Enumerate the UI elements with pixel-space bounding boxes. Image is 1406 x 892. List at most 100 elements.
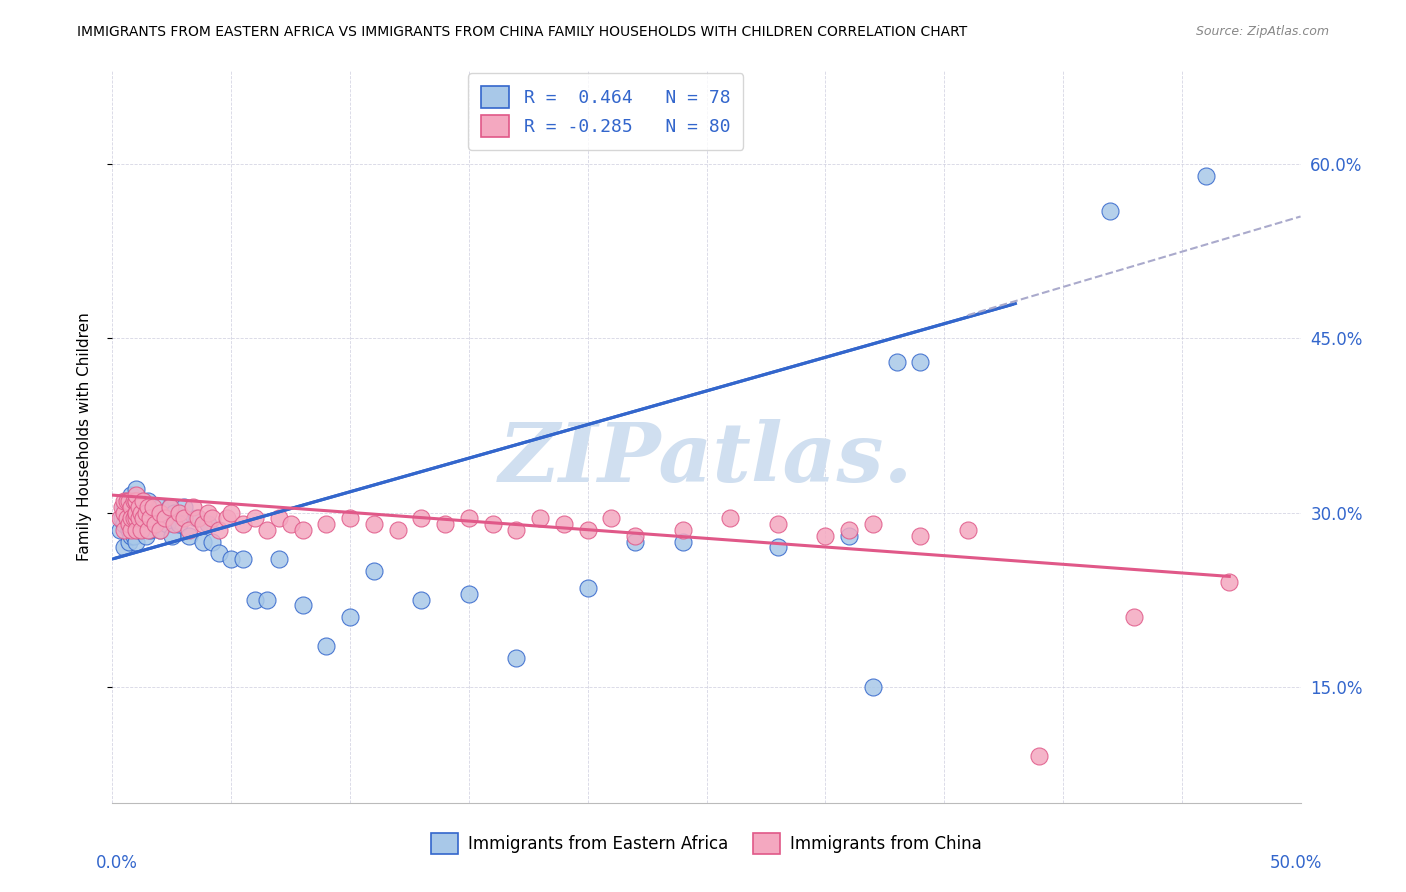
Point [125, 483, 148, 497]
Point [181, 500, 204, 514]
Point [125, 506, 148, 520]
Point [125, 506, 148, 520]
Point [122, 506, 145, 520]
Point [132, 494, 155, 508]
Point [529, 511, 551, 525]
Point [160, 529, 183, 543]
Point [125, 500, 148, 514]
Point [129, 517, 152, 532]
Text: IMMIGRANTS FROM EASTERN AFRICA VS IMMIGRANTS FROM CHINA FAMILY HOUSEHOLDS WITH C: IMMIGRANTS FROM EASTERN AFRICA VS IMMIGR… [77, 25, 967, 39]
Point [576, 523, 599, 537]
Point [838, 529, 860, 543]
Point [125, 523, 148, 537]
Point [505, 650, 527, 665]
Point [243, 592, 266, 607]
Point [411, 511, 433, 525]
Point [208, 523, 231, 537]
Text: 50.0%: 50.0% [1270, 854, 1322, 871]
Point [256, 523, 278, 537]
Point [163, 517, 186, 532]
Point [112, 541, 135, 555]
Point [159, 500, 181, 514]
Point [121, 529, 143, 543]
Point [149, 506, 172, 520]
Point [280, 517, 302, 532]
Point [291, 523, 314, 537]
Point [219, 552, 243, 566]
Point [197, 517, 219, 532]
Point [142, 500, 165, 514]
Point [122, 494, 145, 508]
Point [139, 511, 162, 525]
Point [121, 500, 143, 514]
Point [191, 517, 214, 532]
Point [215, 511, 238, 525]
Point [125, 494, 148, 508]
Point [136, 494, 159, 508]
Point [600, 511, 623, 525]
Point [125, 511, 148, 525]
Point [125, 511, 148, 525]
Point [118, 534, 141, 549]
Point [125, 523, 148, 537]
Point [1194, 169, 1216, 183]
Point [159, 500, 181, 514]
Point [153, 511, 176, 525]
Point [128, 500, 150, 514]
Point [267, 552, 290, 566]
Point [142, 506, 165, 520]
Point [125, 488, 148, 502]
Text: ZIPatlas.: ZIPatlas. [499, 419, 914, 499]
Point [315, 639, 337, 653]
Point [118, 517, 141, 532]
Point [232, 517, 254, 532]
Point [1218, 575, 1240, 590]
Point [112, 500, 135, 514]
Point [115, 494, 138, 508]
Point [458, 511, 481, 525]
Point [886, 354, 908, 368]
Point [112, 517, 135, 532]
Point [139, 523, 162, 537]
Point [136, 500, 159, 514]
Point [167, 517, 190, 532]
Point [149, 523, 172, 537]
Point [624, 534, 647, 549]
Point [135, 500, 157, 514]
Point [122, 494, 145, 508]
Point [339, 511, 361, 525]
Point [111, 511, 134, 525]
Point [149, 523, 172, 537]
Point [129, 523, 152, 537]
Point [576, 581, 599, 595]
Text: Source: ZipAtlas.com: Source: ZipAtlas.com [1195, 25, 1329, 38]
Text: 0.0%: 0.0% [96, 854, 138, 871]
Point [814, 529, 837, 543]
Point [339, 610, 361, 624]
Point [481, 517, 503, 532]
Point [136, 511, 159, 525]
Point [267, 511, 290, 525]
Point [219, 506, 243, 520]
Legend: Immigrants from Eastern Africa, Immigrants from China: Immigrants from Eastern Africa, Immigran… [425, 827, 988, 860]
Point [153, 511, 176, 525]
Point [208, 546, 231, 560]
Point [1099, 203, 1122, 218]
Point [201, 534, 224, 549]
Point [121, 511, 143, 525]
Point [256, 592, 278, 607]
Point [132, 494, 155, 508]
Point [128, 517, 150, 532]
Point [129, 506, 152, 520]
Point [128, 523, 150, 537]
Point [135, 529, 157, 543]
Point [112, 494, 135, 508]
Point [118, 494, 141, 508]
Point [135, 506, 157, 520]
Point [363, 564, 385, 578]
Point [197, 506, 219, 520]
Point [122, 529, 145, 543]
Point [125, 506, 148, 520]
Point [458, 587, 481, 601]
Point [118, 523, 141, 537]
